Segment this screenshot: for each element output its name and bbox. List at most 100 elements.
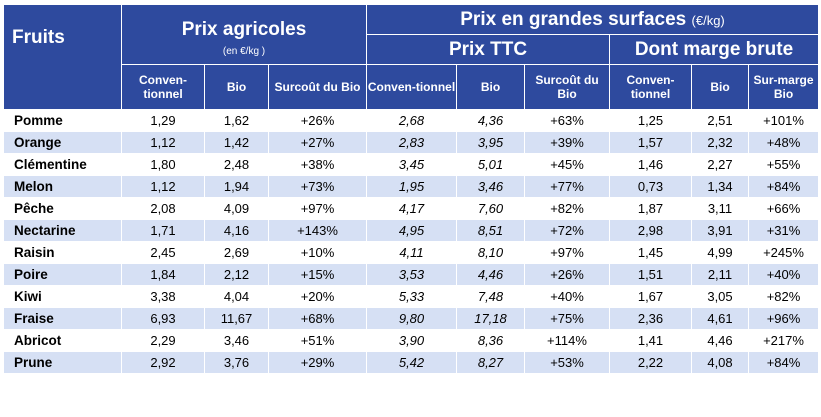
table-cell: 9,80 (366, 307, 457, 330)
table-row: Clémentine 1,80 2,48 +38% 3,45 5,01 +45% 1,46 2,… (3, 153, 820, 176)
table-cell: +96% (747, 307, 820, 330)
marge-col-header: Bio (691, 64, 749, 110)
marge-header: Dont marge brute (608, 34, 820, 65)
table-cell: 1,84 (121, 263, 205, 286)
table-cell: 4,95 (366, 219, 457, 242)
table-cell: 5,33 (366, 285, 457, 308)
table-cell: +84% (747, 351, 820, 374)
table-cell: 1,67 (609, 285, 692, 308)
table-cell: +39% (524, 131, 610, 154)
table-cell: 3,11 (691, 197, 749, 220)
table-cell: 11,67 (204, 307, 269, 330)
table-cell: +75% (524, 307, 610, 330)
table-row: Kiwi 3,38 4,04 +20% 5,33 7,48 +40% 1,67 3,05 +82% (3, 285, 820, 308)
table-cell: 2,11 (691, 263, 749, 286)
table-cell: 3,90 (366, 329, 457, 352)
table-cell: +27% (268, 131, 367, 154)
table-cell: 8,51 (456, 219, 525, 242)
table-cell: 1,71 (121, 219, 205, 242)
table-cell: 1,46 (609, 153, 692, 176)
table-cell: +97% (524, 241, 610, 264)
table-cell: +51% (268, 329, 367, 352)
table-cell: 4,04 (204, 285, 269, 308)
table-cell: 2,98 (609, 219, 692, 242)
table-cell: 4,99 (691, 241, 749, 264)
table-row: Abricot 2,29 3,46 +51% 3,90 8,36 +114% 1,41 4,46… (3, 329, 820, 352)
table-row: Orange 1,12 1,42 +27% 2,83 3,95 +39% 1,57 2,32 +4… (3, 131, 820, 154)
table-cell: +63% (524, 109, 610, 132)
fruit-name: Prune (3, 351, 122, 374)
table-cell: 3,05 (691, 285, 749, 308)
table-cell: 1,29 (121, 109, 205, 132)
table-cell: +72% (524, 219, 610, 242)
table-cell: 4,17 (366, 197, 457, 220)
marge-col-header: Conven-tionnel (609, 64, 692, 110)
table-row: Melon 1,12 1,94 +73% 1,95 3,46 +77% 0,73 1,34 +84… (3, 175, 820, 198)
table-cell: 2,29 (121, 329, 205, 352)
table-cell: 3,53 (366, 263, 457, 286)
table-cell: 2,68 (366, 109, 457, 132)
table-cell: 4,61 (691, 307, 749, 330)
fruit-name: Kiwi (3, 285, 122, 308)
table-cell: 2,69 (204, 241, 269, 264)
fruit-name: Nectarine (3, 219, 122, 242)
table-row: Prune 2,92 3,76 +29% 5,42 8,27 +53% 2,22 4,08 +84… (3, 351, 820, 374)
ttc-header: Prix TTC (366, 34, 610, 65)
table-cell: 3,95 (456, 131, 525, 154)
table-row: Raisin 2,45 2,69 +10% 4,11 8,10 +97% 1,45 4,99 +2… (3, 241, 820, 264)
gs-header: Prix en grandes surfaces (€/kg) (365, 4, 820, 35)
table-cell: 2,36 (609, 307, 692, 330)
agri-col-header: Surcoût du Bio (268, 64, 367, 110)
table-cell: 2,51 (691, 109, 749, 132)
table-cell: 4,11 (366, 241, 457, 264)
table-cell: 2,45 (121, 241, 205, 264)
table-cell: +26% (524, 263, 610, 286)
fruit-name: Raisin (3, 241, 122, 264)
table-cell: +26% (268, 109, 367, 132)
table-cell: +84% (747, 175, 820, 198)
table-cell: 2,08 (121, 197, 205, 220)
table-row: Nectarine 1,71 4,16 +143% 4,95 8,51 +72% 2,98 3,… (3, 219, 820, 242)
fruit-name: Orange (3, 131, 122, 154)
table-cell: 0,73 (609, 175, 692, 198)
table-cell: +10% (268, 241, 367, 264)
table-cell: 2,22 (609, 351, 692, 374)
fruit-name: Pomme (3, 109, 122, 132)
table-cell: 4,36 (456, 109, 525, 132)
fruits-header: Fruits (3, 4, 122, 110)
table-cell: 1,25 (609, 109, 692, 132)
table-cell: 8,27 (456, 351, 525, 374)
table-cell: 4,16 (204, 219, 269, 242)
table-cell: +101% (747, 109, 820, 132)
agri-unit: (en €/kg ) (222, 46, 266, 57)
table-cell: 1,41 (609, 329, 692, 352)
table-cell: 2,27 (691, 153, 749, 176)
table-cell: 1,34 (691, 175, 749, 198)
agri-title: Prix agricoles (181, 19, 307, 40)
table-cell: +48% (747, 131, 820, 154)
table-cell: 1,12 (121, 175, 205, 198)
table-cell: +15% (268, 263, 367, 286)
table-cell: 8,36 (456, 329, 525, 352)
table-cell: +82% (524, 197, 610, 220)
fruit-name: Melon (3, 175, 122, 198)
table-cell: 3,45 (366, 153, 457, 176)
fruit-name: Fraise (3, 307, 122, 330)
price-table: Fruits Prix agricoles (en €/kg ) Prix en… (3, 4, 820, 374)
table-cell: 1,62 (204, 109, 269, 132)
agri-col-header: Bio (204, 64, 269, 110)
table-cell: 3,46 (456, 175, 525, 198)
table-cell: 1,57 (609, 131, 692, 154)
gs-unit: (€/kg) (691, 12, 725, 28)
agri-col-header: Conven-tionnel (121, 64, 205, 110)
fruit-name: Pêche (3, 197, 122, 220)
agri-header: Prix agricoles (en €/kg ) (121, 4, 367, 65)
table-cell: +245% (747, 241, 820, 264)
table-row: Pomme 1,29 1,62 +26% 2,68 4,36 +63% 1,25 2,51 +10… (3, 109, 820, 132)
table-cell: 1,80 (121, 153, 205, 176)
table-cell: +38% (268, 153, 367, 176)
table-cell: 6,93 (121, 307, 205, 330)
table-row: Poire 1,84 2,12 +15% 3,53 4,46 +26% 1,51 2,11 +40… (3, 263, 820, 286)
table-cell: 8,10 (456, 241, 525, 264)
table-cell: 4,09 (204, 197, 269, 220)
